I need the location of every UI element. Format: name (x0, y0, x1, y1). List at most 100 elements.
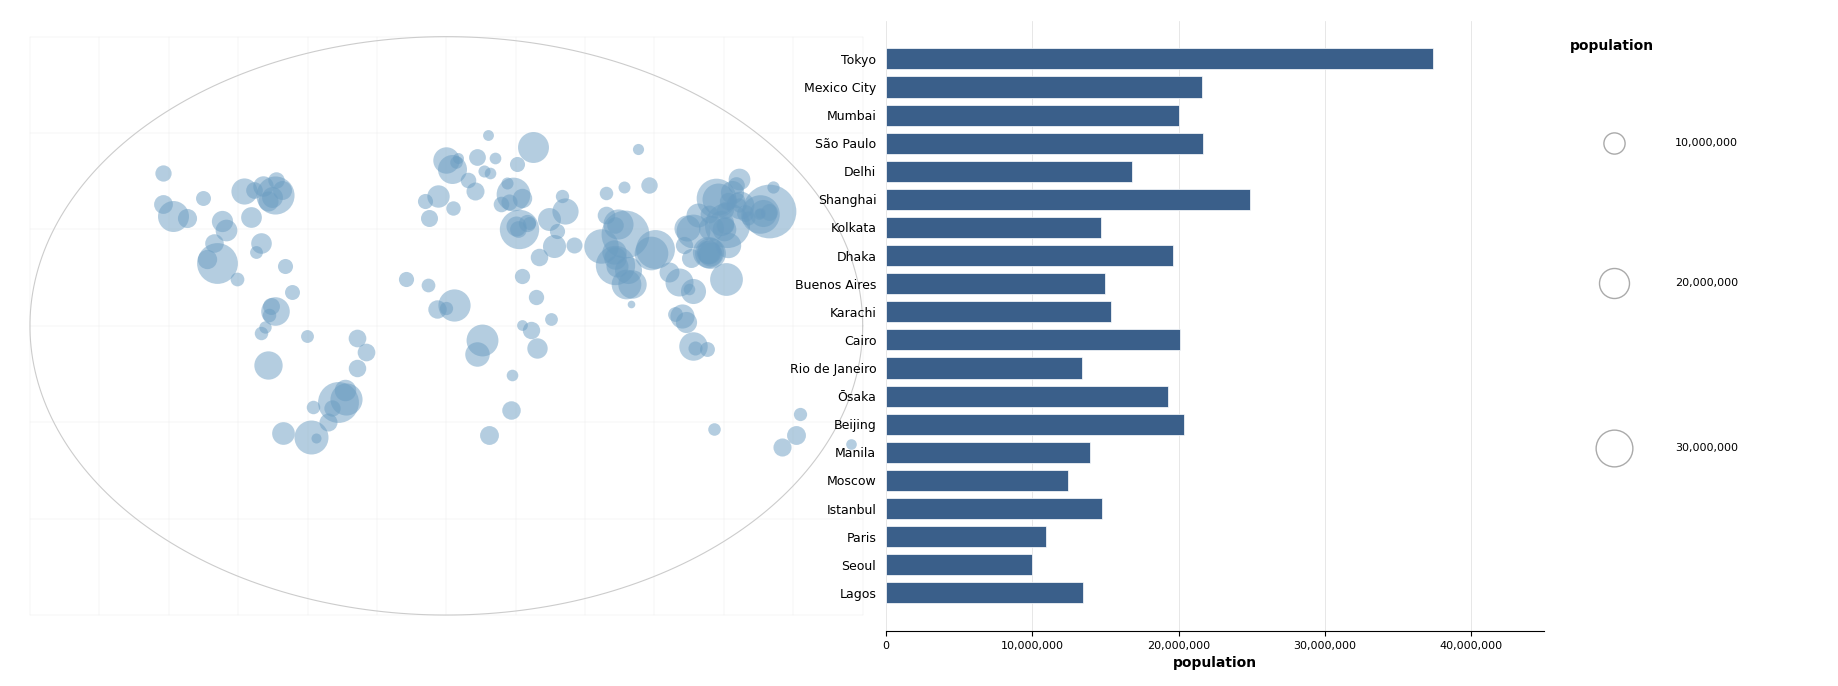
Point (664, 276, 693, 287)
Text: population: population (1570, 39, 1654, 53)
Bar (886, 442, 1090, 463)
Bar (886, 498, 1103, 519)
Point (711, 274, 741, 285)
Point (695, 246, 724, 257)
Point (785, 409, 814, 420)
Point (461, 348, 491, 359)
Point (1599, 278, 1628, 289)
Point (410, 196, 439, 207)
X-axis label: population: population (1173, 657, 1257, 670)
Point (443, 152, 472, 163)
Point (678, 340, 708, 351)
Text: 20,000,000: 20,000,000 (1674, 278, 1739, 288)
Point (189, 193, 219, 204)
Bar (886, 582, 1083, 604)
Point (261, 174, 290, 185)
Point (548, 191, 577, 202)
Point (713, 196, 743, 206)
Point (586, 241, 616, 252)
Bar (886, 470, 1068, 491)
Point (542, 226, 572, 237)
Point (487, 198, 516, 209)
Point (601, 220, 630, 230)
Point (193, 254, 222, 265)
Point (746, 208, 776, 219)
Point (755, 206, 785, 217)
Point (697, 222, 726, 233)
Point (641, 244, 671, 255)
Point (704, 194, 733, 205)
Point (476, 168, 505, 179)
Bar (886, 132, 1202, 154)
Point (726, 200, 755, 211)
Point (711, 220, 741, 230)
Point (610, 182, 640, 193)
Point (610, 279, 640, 289)
Point (255, 309, 285, 320)
Bar (886, 48, 1434, 69)
Point (654, 266, 684, 277)
Bar (886, 301, 1112, 322)
Point (439, 202, 469, 213)
Point (515, 217, 544, 228)
Point (660, 309, 689, 320)
Point (494, 197, 524, 208)
Point (713, 220, 743, 231)
Point (173, 213, 202, 224)
Point (1599, 442, 1628, 453)
Point (680, 342, 709, 353)
Point (342, 362, 371, 373)
Point (208, 215, 237, 226)
Bar (886, 189, 1250, 210)
Point (250, 321, 279, 332)
Point (603, 219, 632, 230)
Point (432, 303, 461, 314)
Point (292, 331, 322, 342)
Point (766, 442, 796, 453)
Point (474, 130, 504, 141)
Point (676, 253, 706, 264)
Point (669, 240, 698, 251)
Point (502, 158, 531, 169)
Point (759, 182, 789, 193)
Point (351, 346, 380, 357)
Point (540, 241, 570, 252)
Point (559, 239, 588, 250)
Bar (886, 357, 1083, 379)
Point (200, 238, 230, 249)
Point (618, 279, 647, 289)
Point (603, 261, 632, 272)
Point (744, 209, 774, 220)
Point (211, 225, 241, 236)
Point (504, 224, 533, 235)
Point (248, 180, 278, 191)
Bar (886, 414, 1184, 435)
Point (695, 209, 724, 220)
Point (730, 207, 759, 218)
Point (149, 199, 178, 210)
Point (518, 141, 548, 152)
Point (695, 248, 724, 259)
Point (733, 213, 763, 224)
Bar (886, 273, 1105, 294)
Point (469, 165, 498, 176)
Point (592, 209, 621, 220)
Point (601, 259, 630, 270)
Point (755, 206, 785, 217)
Bar (886, 76, 1202, 97)
Point (500, 220, 529, 231)
Point (270, 261, 300, 272)
Point (693, 246, 722, 257)
Point (414, 280, 443, 291)
Point (158, 211, 187, 222)
Point (318, 402, 347, 413)
Point (467, 335, 496, 346)
Point (610, 228, 640, 239)
Point (323, 396, 353, 407)
Point (599, 252, 629, 263)
Point (781, 429, 811, 440)
Point (693, 246, 722, 257)
Point (414, 213, 443, 224)
Bar (886, 245, 1173, 266)
Point (614, 265, 643, 276)
